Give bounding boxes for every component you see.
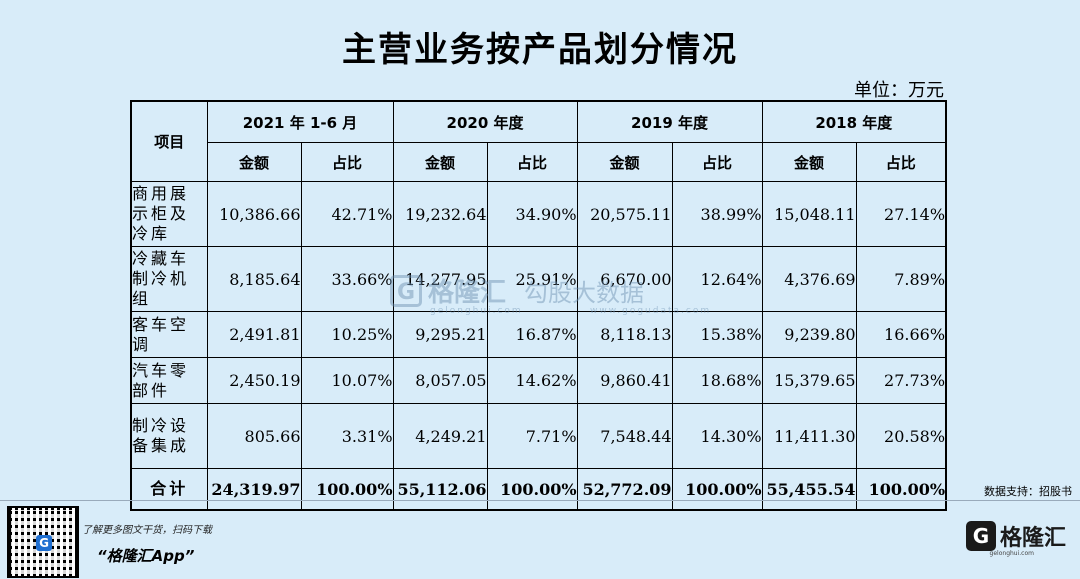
row-label: 客车空调 (130, 311, 208, 358)
total-label: 合计 (130, 468, 208, 511)
brand-logo-icon: G (965, 521, 996, 551)
qr-code[interactable]: G (7, 506, 79, 578)
amount-cell: 10,386.66 (206, 181, 302, 247)
divider (0, 500, 1080, 501)
share-cell: 10.25% (300, 311, 394, 358)
amount-cell: 24,319.97 (206, 468, 302, 511)
header-share: 占比 (486, 142, 578, 182)
amount-cell: 2,450.19 (206, 357, 302, 404)
header-period: 2021 年 1-6 月 (206, 100, 394, 143)
source-note: 数据支持：招股书 (984, 485, 1072, 498)
amount-cell: 9,295.21 (392, 311, 488, 358)
amount-cell: 55,112.06 (392, 468, 488, 511)
promo-text: 了解更多图文干货，扫码下载 (82, 525, 212, 536)
qr-logo-icon: G (36, 535, 52, 551)
amount-cell: 9,239.80 (761, 311, 857, 358)
amount-cell: 2,491.81 (206, 311, 302, 358)
share-cell: 34.90% (486, 181, 578, 247)
share-cell: 38.99% (671, 181, 763, 247)
share-cell: 100.00% (300, 468, 394, 511)
share-cell: 25.91% (486, 246, 578, 312)
amount-cell: 9,860.41 (576, 357, 673, 404)
table-row: 制冷设备集成 805.66 3.31% 4,249.21 7.71% 7,548.44 14… (130, 403, 947, 469)
share-cell: 16.66% (855, 311, 947, 358)
share-cell: 15.38% (671, 311, 763, 358)
header-period: 2018 年度 (761, 100, 947, 143)
amount-cell: 15,379.65 (761, 357, 857, 404)
share-cell: 10.07% (300, 357, 394, 404)
header-row-subheaders: 金额 占比 金额 占比 金额 占比 金额 占比 (131, 142, 947, 182)
share-cell: 14.62% (486, 357, 578, 404)
unit-label: 单位：万元 (854, 80, 944, 101)
row-label: 冷藏车制冷机组 (130, 246, 208, 312)
amount-cell: 6,670.00 (576, 246, 673, 312)
brand-name: 格隆汇 (999, 526, 1066, 551)
header-share: 占比 (671, 142, 763, 182)
share-cell: 42.71% (300, 181, 394, 247)
amount-cell: 7,548.44 (576, 403, 673, 469)
header-amount: 金额 (392, 142, 488, 182)
header-share: 占比 (300, 142, 394, 182)
share-cell: 7.71% (486, 403, 578, 469)
amount-cell: 805.66 (206, 403, 302, 469)
table-row: 客车空调 2,491.81 10.25% 9,295.21 16.87% 8,118.13… (130, 311, 947, 358)
share-cell: 18.68% (671, 357, 763, 404)
amount-cell: 11,411.30 (761, 403, 857, 469)
share-cell: 100.00% (855, 468, 947, 511)
page-title: 主营业务按产品划分情况 (342, 30, 738, 70)
share-cell: 20.58% (855, 403, 947, 469)
amount-cell: 15,048.11 (761, 181, 857, 247)
share-cell: 12.64% (671, 246, 763, 312)
row-label: 商用展示柜及冷库 (130, 181, 208, 247)
share-cell: 27.73% (855, 357, 947, 404)
header-row-periods: 项目 2021 年 1-6 月 2020 年度 2019 年度 2018 年度 (130, 100, 947, 182)
share-cell: 16.87% (486, 311, 578, 358)
row-label: 汽车零部件 (130, 357, 208, 404)
total-row: 合计 24,319.97 100.00% 55,112.06 100.00% 52,772… (130, 468, 947, 511)
header-share: 占比 (855, 142, 947, 182)
header-item: 项目 (130, 100, 208, 182)
amount-cell: 52,772.09 (576, 468, 673, 511)
share-cell: 100.00% (486, 468, 578, 511)
header-period: 2019 年度 (576, 100, 763, 143)
amount-cell: 8,185.64 (206, 246, 302, 312)
amount-cell: 19,232.64 (392, 181, 488, 247)
amount-cell: 4,376.69 (761, 246, 857, 312)
header-amount: 金额 (761, 142, 857, 182)
amount-cell: 4,249.21 (392, 403, 488, 469)
share-cell: 33.66% (300, 246, 394, 312)
header-amount: 金额 (576, 142, 673, 182)
table-row: 汽车零部件 2,450.19 10.07% 8,057.05 14.62% 9,860.4… (130, 357, 947, 404)
row-label: 制冷设备集成 (130, 403, 208, 469)
amount-cell: 8,118.13 (576, 311, 673, 358)
app-name: “格隆汇App” (97, 547, 195, 565)
share-cell: 14.30% (671, 403, 763, 469)
table-row: 冷藏车制冷机组 8,185.64 33.66% 14,277.95 25.91% 6,67… (130, 246, 947, 312)
brand-logo[interactable]: G 格隆汇 gelonghui.com (965, 520, 1066, 557)
amount-cell: 14,277.95 (392, 246, 488, 312)
share-cell: 27.14% (855, 181, 947, 247)
amount-cell: 55,455.54 (761, 468, 857, 511)
amount-cell: 20,575.11 (576, 181, 673, 247)
share-cell: 100.00% (671, 468, 763, 511)
brand-url: gelonghui.com (989, 550, 1034, 557)
share-cell: 7.89% (855, 246, 947, 312)
revenue-table: 项目 2021 年 1-6 月 2020 年度 2019 年度 2018 年度 … (130, 100, 948, 511)
header-amount: 金额 (206, 142, 302, 182)
table-row: 商用展示柜及冷库 10,386.66 42.71% 19,232.64 34.90% 20… (130, 181, 947, 247)
table-body: 商用展示柜及冷库 10,386.66 42.71% 19,232.64 34.90% 20… (130, 181, 947, 511)
header-period: 2020 年度 (392, 100, 578, 143)
share-cell: 3.31% (300, 403, 394, 469)
amount-cell: 8,057.05 (392, 357, 488, 404)
